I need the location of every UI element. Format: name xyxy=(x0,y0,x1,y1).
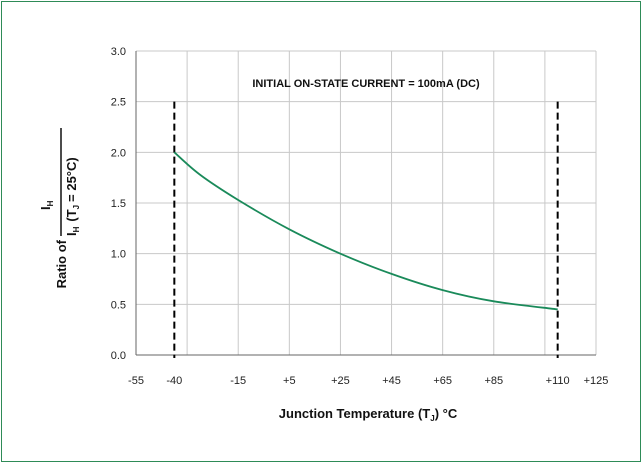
y-den-sub: H xyxy=(72,226,81,232)
y-axis-numerator: IH xyxy=(38,200,55,210)
y-tick-label: 0.5 xyxy=(111,299,126,311)
grid-layer xyxy=(135,50,597,356)
y-den-cond: (T xyxy=(64,209,79,221)
y-axis-title: Ratio of IH IH(TJ= 25°C) xyxy=(38,128,81,288)
x-tick-label: +125 xyxy=(584,375,609,387)
x-tick-label: +65 xyxy=(433,375,452,387)
axes-layer xyxy=(135,51,596,356)
x-tick-label: -55 xyxy=(128,375,144,387)
y-tick-label: 3.0 xyxy=(111,46,126,58)
x-tick-label: -15 xyxy=(230,375,246,387)
y-den-main: I xyxy=(64,232,79,236)
y-den-cond-sub: J xyxy=(72,205,81,209)
y-tick-label: 1.0 xyxy=(111,249,126,261)
y-den-cond-tail: = 25°C) xyxy=(64,157,79,202)
x-tick-label: +25 xyxy=(331,375,350,387)
x-axis-title-main: Junction Temperature (T xyxy=(279,406,431,421)
annotation-label: INITIAL ON-STATE CURRENT = 100mA (DC) xyxy=(252,78,480,90)
y-num-sub: H xyxy=(46,200,55,206)
y-axis-denominator: IH (TJ = 25°C) xyxy=(64,157,81,236)
y-tick-label: 1.5 xyxy=(111,198,126,210)
limit-lines-layer xyxy=(173,101,559,358)
x-tick-label: +5 xyxy=(283,375,296,387)
y-tick-label: 2.0 xyxy=(111,147,126,159)
y-axis-prefix: Ratio of xyxy=(54,239,69,288)
x-tick-label: +85 xyxy=(484,375,503,387)
series-line xyxy=(173,151,558,311)
x-tick-label: +110 xyxy=(546,375,570,387)
x-tick-label: -40 xyxy=(166,375,182,387)
series-layer xyxy=(173,151,558,311)
x-axis-title-sub: J xyxy=(430,414,434,423)
x-axis-title: Junction Temperature (TJ) °C xyxy=(279,406,458,423)
x-axis-title-tail: ) °C xyxy=(435,406,458,421)
y-tick-label: 0.0 xyxy=(111,350,126,362)
y-tick-label: 2.5 xyxy=(111,97,126,109)
y-num-main: I xyxy=(38,206,53,210)
x-tick-label: +45 xyxy=(382,375,401,387)
tick-labels-layer: 0.0 0.5 1.0 1.5 2.0 2.5 3.0 -55 -40 -15 +5 +25 +45 +6… xyxy=(111,46,609,387)
